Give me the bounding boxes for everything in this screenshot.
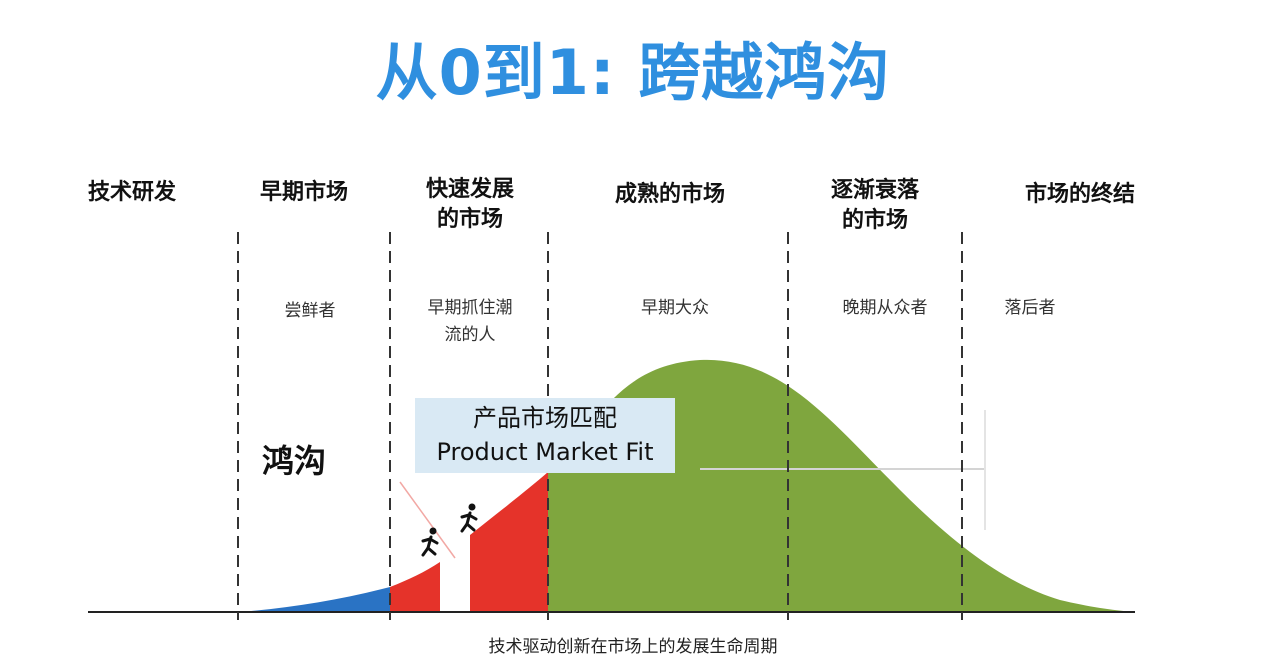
running-person-icon bbox=[421, 527, 439, 557]
early-adopters-area bbox=[390, 562, 440, 612]
innovators-area bbox=[240, 587, 390, 612]
phase-label-mature: 成熟的市场 bbox=[614, 182, 725, 207]
fast-growth-area bbox=[470, 472, 548, 612]
chasm-label: 鸿沟 bbox=[262, 442, 327, 480]
diagram-caption: 技术驱动创新在市场上的发展生命周期 bbox=[488, 637, 778, 657]
majority-area bbox=[548, 359, 1135, 612]
page-title: 从0到1: 跨越鸿沟 bbox=[375, 36, 891, 109]
running-person-icon bbox=[460, 503, 478, 533]
phase-label-declining: 逐渐衰落 的市场 bbox=[830, 178, 919, 233]
phase-label-end: 市场的终结 bbox=[1024, 182, 1135, 207]
phase-label-research: 技术研发 bbox=[87, 180, 176, 205]
phase-label-fast-growth: 快速发展 的市场 bbox=[425, 177, 514, 232]
adopter-label-early-adopters: 早期抓住潮 流的人 bbox=[427, 298, 513, 345]
pmf-box: 产品市场匹配 Product Market Fit bbox=[415, 398, 675, 473]
chasm-gap-line bbox=[399, 481, 456, 559]
pmf-label-en: Product Market Fit bbox=[436, 438, 654, 466]
adopter-label-laggards: 落后者 bbox=[1004, 298, 1056, 318]
pmf-label-cn: 产品市场匹配 bbox=[473, 404, 617, 432]
adopter-label-late-majority: 晚期从众者 bbox=[842, 298, 928, 318]
adopter-label-early-majority: 早期大众 bbox=[641, 298, 709, 318]
phase-label-early-market: 早期市场 bbox=[259, 180, 348, 205]
adopter-label-innovators: 尝鲜者 bbox=[284, 301, 336, 321]
